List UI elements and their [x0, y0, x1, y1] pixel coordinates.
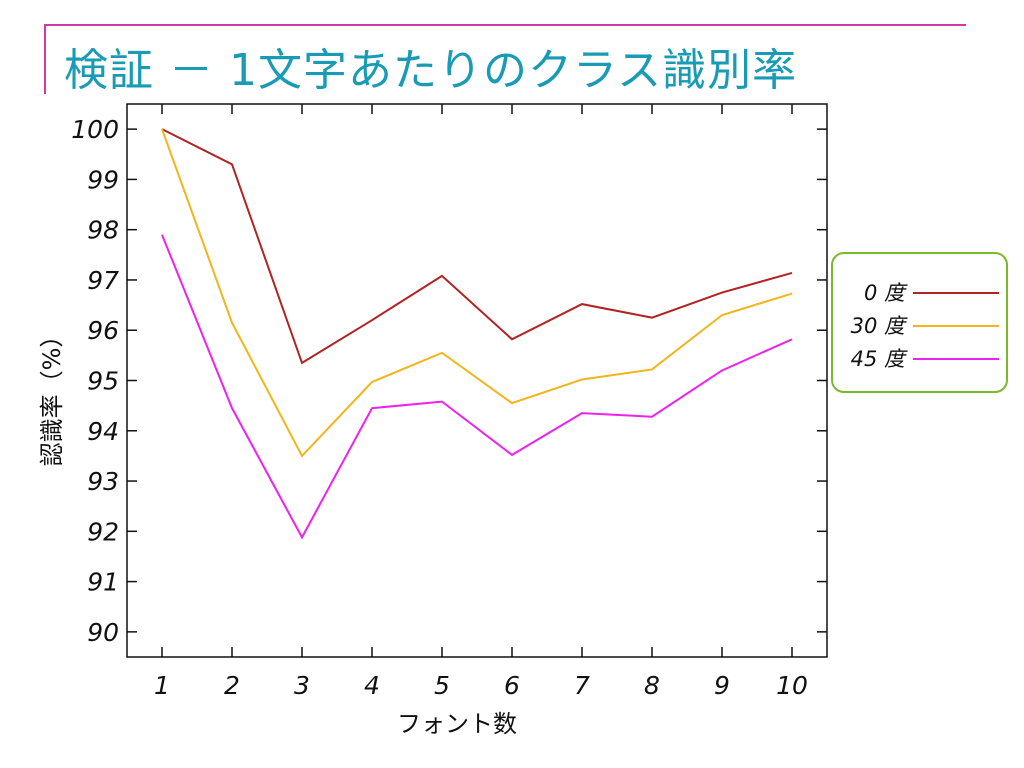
- y-tick-label: 99: [87, 165, 119, 194]
- legend-label-2: 45 度: [851, 347, 908, 371]
- x-tick-label: 6: [504, 671, 520, 700]
- y-tick-label: 94: [87, 417, 119, 446]
- x-tick-label: 1: [154, 671, 170, 700]
- y-tick-label: 97: [87, 266, 119, 295]
- legend-items: 0 度 30 度 45 度: [851, 281, 999, 371]
- x-tick-label: 8: [644, 671, 660, 700]
- x-tick-label: 3: [294, 671, 310, 700]
- x-tick-label: 9: [714, 671, 730, 700]
- y-tick-label: 98: [87, 216, 119, 245]
- x-tick-label: 7: [574, 671, 590, 700]
- legend-label-0: 0 度: [864, 281, 908, 305]
- y-tick-label: 91: [87, 568, 119, 597]
- series-lines: [161, 128, 793, 540]
- x-tick-label: 2: [224, 671, 240, 700]
- series-line-0: [161, 128, 793, 365]
- x-tick-label: 4: [364, 671, 380, 700]
- y-tick-label: 90: [87, 618, 119, 647]
- y-axis-label: 認識率（%）: [38, 324, 66, 467]
- title-rule: [44, 24, 966, 26]
- axis-ticks: [127, 104, 827, 657]
- y-tick-label: 92: [87, 517, 119, 546]
- legend: 0 度 30 度 45 度: [831, 252, 1008, 393]
- legend-label-1: 30 度: [851, 314, 908, 338]
- series-line-1: [161, 128, 793, 458]
- series-line-2: [161, 234, 793, 540]
- y-tick-label: 93: [87, 467, 119, 496]
- y-tick-label: 95: [87, 367, 119, 396]
- y-tick-label: 96: [87, 316, 119, 345]
- legend-box: [831, 252, 1008, 393]
- plot-frame: [126, 103, 828, 658]
- x-tick-label: 5: [434, 671, 450, 700]
- x-tick-label: 10: [776, 671, 808, 700]
- y-tick-labels: 90 91 92 93 94 95 96 97 98 99 100: [71, 115, 119, 647]
- x-axis-label: フォント数: [397, 710, 517, 738]
- title-accent-bar: [44, 24, 46, 94]
- x-tick-labels: 1 2 3 4 5 6 7 8 9 10: [154, 671, 808, 700]
- slide-title: 検証 － 1文字あたりのクラス識別率: [64, 45, 798, 96]
- y-tick-label: 100: [71, 115, 119, 144]
